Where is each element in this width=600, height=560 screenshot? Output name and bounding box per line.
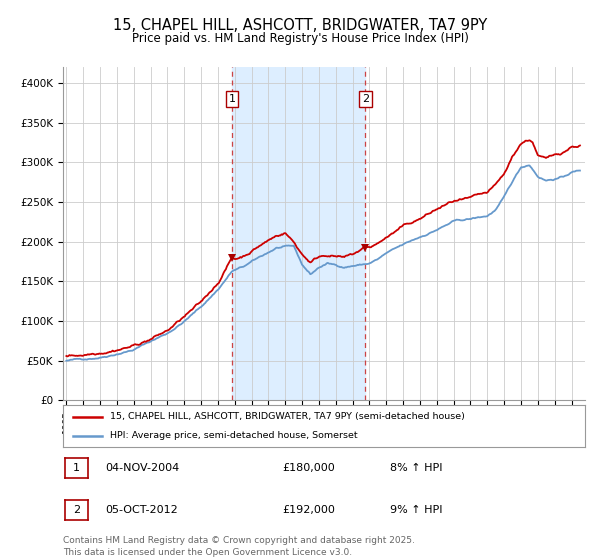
Text: 2: 2 bbox=[73, 505, 80, 515]
Text: HPI: Average price, semi-detached house, Somerset: HPI: Average price, semi-detached house,… bbox=[110, 431, 358, 441]
Text: Contains HM Land Registry data © Crown copyright and database right 2025.
This d: Contains HM Land Registry data © Crown c… bbox=[63, 536, 415, 557]
Text: Price paid vs. HM Land Registry's House Price Index (HPI): Price paid vs. HM Land Registry's House … bbox=[131, 32, 469, 45]
Text: 1: 1 bbox=[229, 94, 236, 104]
Bar bbox=[232, 67, 365, 400]
Text: 2: 2 bbox=[362, 94, 369, 104]
Text: £192,000: £192,000 bbox=[282, 505, 335, 515]
Text: 15, CHAPEL HILL, ASHCOTT, BRIDGWATER, TA7 9PY (semi-detached house): 15, CHAPEL HILL, ASHCOTT, BRIDGWATER, TA… bbox=[110, 412, 465, 421]
Text: 04-NOV-2004: 04-NOV-2004 bbox=[105, 463, 179, 473]
Text: 8% ↑ HPI: 8% ↑ HPI bbox=[390, 463, 443, 473]
Text: 15, CHAPEL HILL, ASHCOTT, BRIDGWATER, TA7 9PY: 15, CHAPEL HILL, ASHCOTT, BRIDGWATER, TA… bbox=[113, 18, 487, 33]
Text: 1: 1 bbox=[73, 463, 80, 473]
Text: £180,000: £180,000 bbox=[282, 463, 335, 473]
Text: 9% ↑ HPI: 9% ↑ HPI bbox=[390, 505, 443, 515]
Text: 05-OCT-2012: 05-OCT-2012 bbox=[105, 505, 178, 515]
